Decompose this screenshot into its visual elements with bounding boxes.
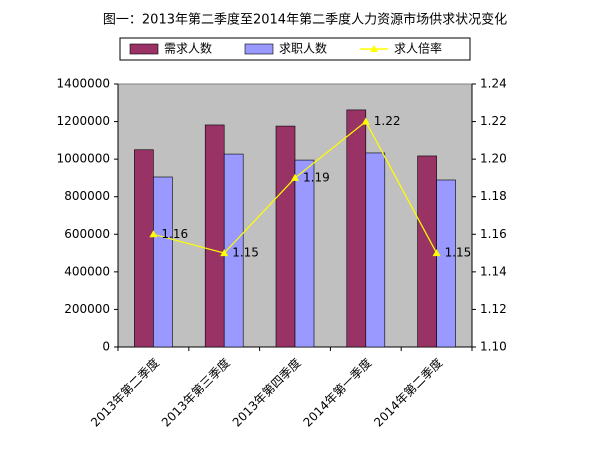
bar [134,149,154,348]
y2-tick-label: 1.10 [480,340,507,354]
data-label: 1.19 [303,170,330,184]
y2-tick-label: 1.22 [480,114,507,128]
legend-swatch [244,43,274,55]
y-tick-label: 1200000 [57,114,110,128]
legend-swatch [129,43,159,55]
x-tick-label: 2014年第二季度 [371,355,446,430]
bar [153,176,173,348]
y-tick-label: 1400000 [57,77,110,91]
y-tick-label: 800000 [64,189,110,203]
line-marker [432,249,441,257]
y-tick-label: 0 [102,340,110,354]
x-tick-label: 2014年第一季度 [300,355,375,430]
legend-box [119,37,471,61]
y2-tick-label: 1.20 [480,152,507,166]
line-marker [220,249,229,257]
y-tick-label: 200000 [64,302,110,316]
x-tick-label: 2013年第四季度 [229,355,304,430]
line-marker [291,173,299,181]
data-label: 1.15 [445,246,472,260]
bar [346,109,367,348]
legend-label: 需求人数 [164,41,212,56]
x-tick-label: 2013年第二季度 [87,355,162,430]
legend-marker [370,45,378,52]
y-tick-label: 400000 [64,264,110,278]
bar [365,152,386,348]
data-label: 1.15 [232,246,259,260]
data-label: 1.22 [374,114,401,128]
bar [204,124,225,348]
x-tick-label: 2013年第三季度 [158,355,233,430]
data-label: 1.16 [161,227,188,241]
chart-title: 图一：2013年第二季度至2014年第二季度人力资源市场供求状况变化 [103,12,507,28]
bar [417,155,437,348]
legend-label: 求职人数 [279,41,327,56]
y-tick-label: 1000000 [57,152,110,166]
y2-tick-label: 1.12 [480,302,507,316]
y2-tick-label: 1.16 [480,227,507,241]
bar [275,125,296,348]
line-marker [361,117,370,125]
legend-label: 求人倍率 [394,41,442,56]
bar [294,159,315,348]
y-tick-label: 600000 [64,227,110,241]
y2-tick-label: 1.14 [480,264,507,278]
y2-tick-label: 1.24 [480,77,507,91]
line-marker [149,230,158,238]
bar [436,179,456,348]
y2-tick-label: 1.18 [480,189,507,203]
